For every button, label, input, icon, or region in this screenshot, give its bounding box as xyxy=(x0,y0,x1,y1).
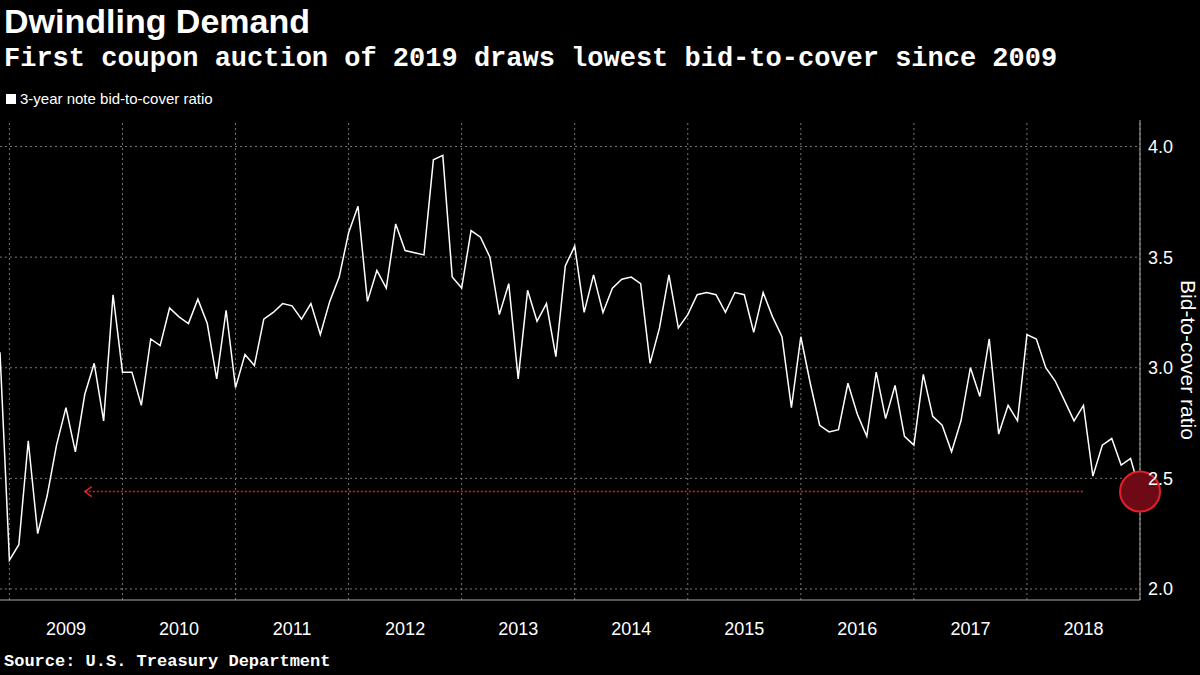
svg-text:2012: 2012 xyxy=(385,619,425,639)
svg-text:2009: 2009 xyxy=(46,619,86,639)
svg-text:3.0: 3.0 xyxy=(1148,358,1173,378)
svg-text:2010: 2010 xyxy=(159,619,199,639)
svg-text:2015: 2015 xyxy=(724,619,764,639)
html-text:3-year note bid-to-cover ratio: 3-year note bid-to-cover ratio xyxy=(20,90,213,107)
html-text:First coupon auction of 2019 d: First coupon auction of 2019 draws lowes… xyxy=(4,44,1058,74)
svg-text:2.0: 2.0 xyxy=(1148,579,1173,599)
svg-text:2013: 2013 xyxy=(498,619,538,639)
svg-text:2018: 2018 xyxy=(1063,619,1103,639)
svg-text:2016: 2016 xyxy=(837,619,877,639)
svg-text:2017: 2017 xyxy=(950,619,990,639)
svg-text:2014: 2014 xyxy=(611,619,651,639)
svg-text:3.5: 3.5 xyxy=(1148,248,1173,268)
svg-text:4.0: 4.0 xyxy=(1148,137,1173,157)
html-text:Bid-to-cover ratio: Bid-to-cover ratio xyxy=(1177,280,1200,440)
html-text:Source: U.S. Treasury Departme: Source: U.S. Treasury Department xyxy=(4,652,331,671)
svg-text:2.5: 2.5 xyxy=(1148,469,1173,489)
svg-text:2011: 2011 xyxy=(273,619,312,639)
html-text:Dwindling Demand: Dwindling Demand xyxy=(4,2,310,40)
